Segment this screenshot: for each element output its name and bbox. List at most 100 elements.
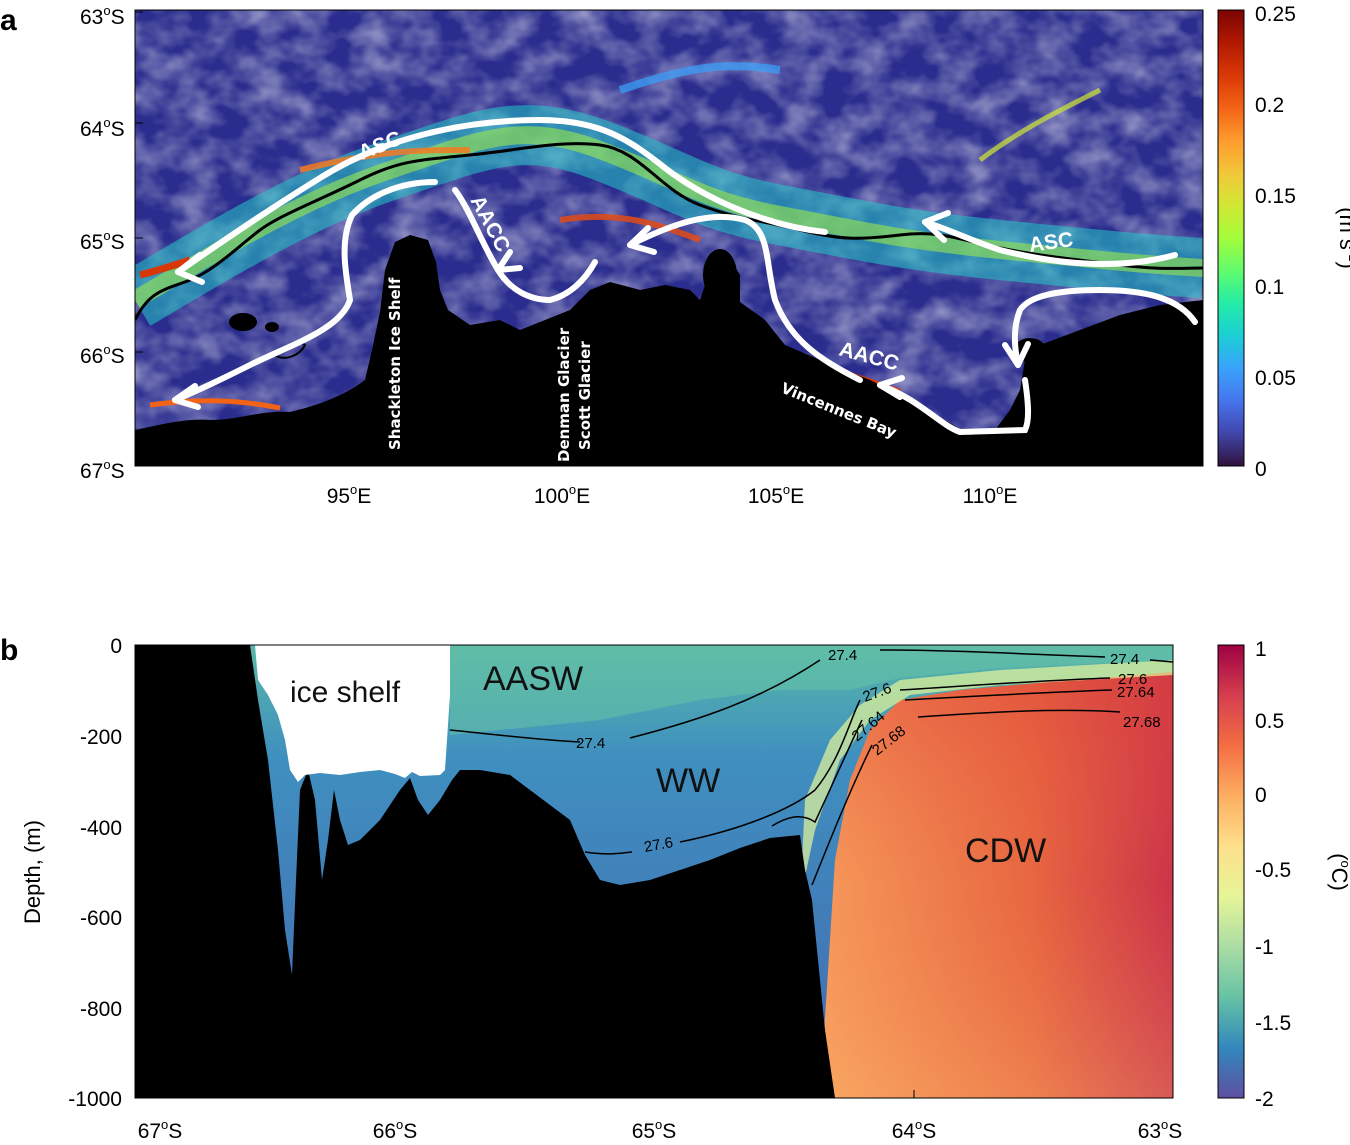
speed-hotspot-3 xyxy=(139,256,192,279)
antarctic-continent xyxy=(135,235,1203,466)
island-3 xyxy=(703,249,737,301)
denman-label: Denman Glacier xyxy=(555,327,573,462)
speed-filament xyxy=(618,62,781,94)
lat-tick-65: 65oS xyxy=(80,228,125,254)
cb-b-tick-4: -1 xyxy=(1255,936,1274,959)
colorbar-b-ticks: 1 0.5 0 -0.5 -1 -1.5 -2 xyxy=(1255,638,1291,1111)
panel-b-x-labels: 67oS 66oS 65oS 64oS 63oS xyxy=(138,1117,1183,1143)
depth-tick-1000: -1000 xyxy=(68,1088,122,1111)
panel-b-letter: b xyxy=(0,634,18,667)
speed-hotspot-5 xyxy=(149,398,281,411)
speed-hotspot-2 xyxy=(559,213,702,243)
lat-tick-66: 66oS xyxy=(80,342,125,368)
speed-hotspot-6 xyxy=(978,87,1102,163)
colorbar-a-unit: (m s-1) xyxy=(1335,207,1350,269)
iso-27-4-b xyxy=(629,659,821,739)
scott-label: Scott Glacier xyxy=(576,341,594,450)
asc-west-arrow xyxy=(175,116,828,275)
panel-b-y-labels: 0 -200 -400 -600 -800 -1000 xyxy=(68,635,122,1111)
iso-label-7: 27.64 xyxy=(1117,684,1155,701)
cb-a-tick-4: 0.05 xyxy=(1255,367,1296,390)
iso-label-4: 27.6 xyxy=(643,834,675,856)
aacc-central-arrowhead xyxy=(627,225,657,255)
island-2 xyxy=(265,322,279,332)
iso-label-9: 27.68 xyxy=(1123,714,1161,731)
aacc-east-inflow xyxy=(1011,286,1198,368)
ice-shelf xyxy=(255,645,450,782)
cb-a-tick-1: 0.2 xyxy=(1255,94,1284,117)
island-1 xyxy=(229,313,257,331)
iso-label-1: 27.4 xyxy=(576,735,605,752)
depth-axis-label: Depth, (m) xyxy=(20,820,45,924)
lat-tick-63: 63oS xyxy=(80,3,125,29)
colorbar-a xyxy=(1217,9,1245,467)
iso-27-6-a xyxy=(584,851,633,855)
asc-west-arrowhead xyxy=(175,252,205,285)
aacc-west-arrowhead xyxy=(172,383,201,410)
cb-b-tick-1: 0.5 xyxy=(1255,710,1284,733)
iso-27-6-b xyxy=(679,699,861,843)
section-tick-65: 65oS xyxy=(632,1117,677,1143)
ww-label: WW xyxy=(656,762,720,800)
iso-label-3: 27.4 xyxy=(1110,651,1139,668)
iso-27-68-a xyxy=(811,744,873,886)
iso-27-6-c xyxy=(899,677,1111,691)
cb-a-tick-5: 0 xyxy=(1255,458,1267,481)
section-tick-67: 67oS xyxy=(138,1117,183,1143)
panel-a-map: ASC ASC AACC AACC Shackleton Ice Shelf D… xyxy=(135,10,1203,466)
cb-a-tick-2: 0.15 xyxy=(1255,185,1296,208)
section-tick-66: 66oS xyxy=(373,1117,418,1143)
aasw-label: AASW xyxy=(483,660,583,698)
lon-tick-110: 110oE xyxy=(963,482,1018,508)
panel-b-ticks xyxy=(135,736,915,1098)
section-tick-63: 63oS xyxy=(1138,1117,1183,1143)
depth-tick-800: -800 xyxy=(80,998,122,1021)
panel-a-lon-labels: 95oE 100oE 105oE 110oE xyxy=(327,482,1018,508)
iso-27-68-b xyxy=(917,709,1121,718)
cdw-label: CDW xyxy=(965,832,1046,870)
seabed-topography xyxy=(135,645,835,1098)
panel-a-ticks xyxy=(135,11,991,466)
cb-b-tick-5: -1.5 xyxy=(1255,1012,1291,1035)
depth-tick-600: -600 xyxy=(80,907,122,930)
asc-east-arrow xyxy=(922,219,1178,268)
aacc-east-coastal-head xyxy=(877,375,905,400)
colorbar-b xyxy=(1217,644,1245,1099)
cb-a-tick-3: 0.1 xyxy=(1255,276,1284,299)
lon-tick-95: 95oE xyxy=(327,482,372,508)
aacc-central-arrow xyxy=(627,213,863,383)
aasw-layer xyxy=(450,645,1173,735)
speed-hotspot-1 xyxy=(299,147,471,173)
cb-b-tick-2: 0 xyxy=(1255,784,1267,807)
iso-label-10: 27.6 xyxy=(1118,671,1147,688)
aacc-loop-arrowhead xyxy=(495,249,523,273)
aacc-east-inflow-head xyxy=(1002,341,1031,368)
iso-27-4-d xyxy=(1149,659,1173,663)
colorbar-a-ticks: 0.25 0.2 0.15 0.1 0.05 0 xyxy=(1255,3,1296,481)
aacc-loop-arrow xyxy=(452,187,598,304)
cb-b-tick-0: 1 xyxy=(1255,638,1267,661)
colorbar-b-unit: (oC) xyxy=(1327,853,1350,891)
ice-shelf-label: ice shelf xyxy=(290,676,401,709)
panel-a-lat-labels: 63oS 64oS 65oS 66oS 67oS xyxy=(80,3,125,483)
cb-b-tick-3: -0.5 xyxy=(1255,859,1291,882)
panel-a-letter: a xyxy=(0,4,17,37)
section-tick-64: 64oS xyxy=(892,1117,937,1143)
iso-label-2: 27.4 xyxy=(828,647,857,664)
lon-tick-100: 100oE xyxy=(534,482,590,508)
lon-tick-105: 105oE xyxy=(748,482,804,508)
iso-27-64-a xyxy=(771,719,863,827)
aacc-east-coastal xyxy=(877,377,1031,436)
depth-tick-400: -400 xyxy=(80,817,122,840)
shackleton-label: Shackleton Ice Shelf xyxy=(386,277,404,450)
cdw-depth-shading xyxy=(820,672,1173,1098)
depth-tick-200: -200 xyxy=(80,726,122,749)
aacc-west-arrow xyxy=(172,179,438,403)
iso-27-4-c xyxy=(879,649,1106,658)
asc-east-arrowhead xyxy=(922,210,951,243)
circulation-arrows xyxy=(172,116,1198,436)
cb-b-tick-6: -2 xyxy=(1255,1088,1274,1111)
cb-a-tick-0: 0.25 xyxy=(1255,3,1296,26)
lat-tick-64: 64oS xyxy=(80,115,125,141)
